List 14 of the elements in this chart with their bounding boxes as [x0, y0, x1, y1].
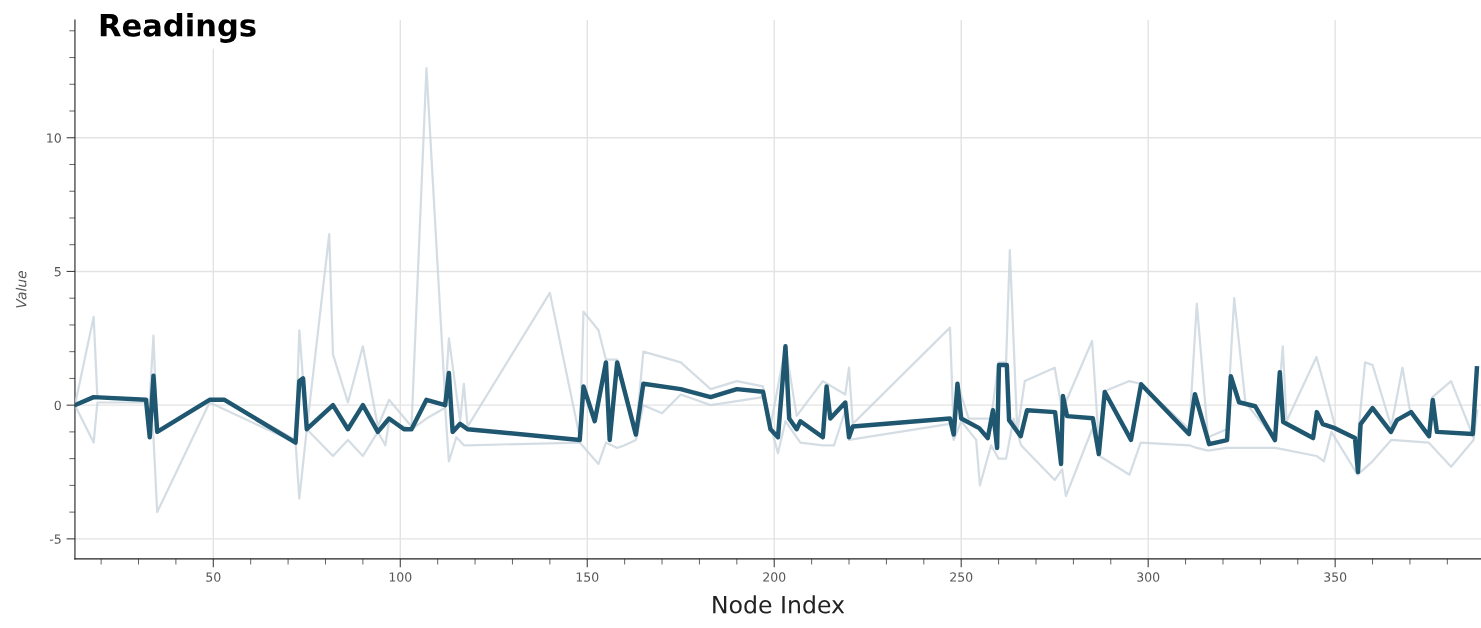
- y-tick-label: 10: [47, 133, 61, 143]
- x-axis-title: Node Index: [713, 595, 845, 614]
- x-tick-label: 200: [763, 572, 786, 582]
- y-tick-label: 0: [54, 400, 61, 411]
- x-tick-label: 100: [389, 572, 412, 582]
- x-tick-label: 300: [1137, 572, 1160, 582]
- x-tick-label: 350: [1324, 572, 1347, 582]
- y-axis-title: Value: [15, 270, 27, 308]
- chart-title: Readings: [100, 13, 256, 43]
- x-tick-label: 50: [206, 572, 221, 582]
- x-tick-label: 250: [950, 572, 973, 582]
- y-tick-label: -5: [49, 534, 61, 544]
- x-tick-label: 150: [576, 572, 599, 582]
- y-tick-label: 5: [54, 267, 61, 277]
